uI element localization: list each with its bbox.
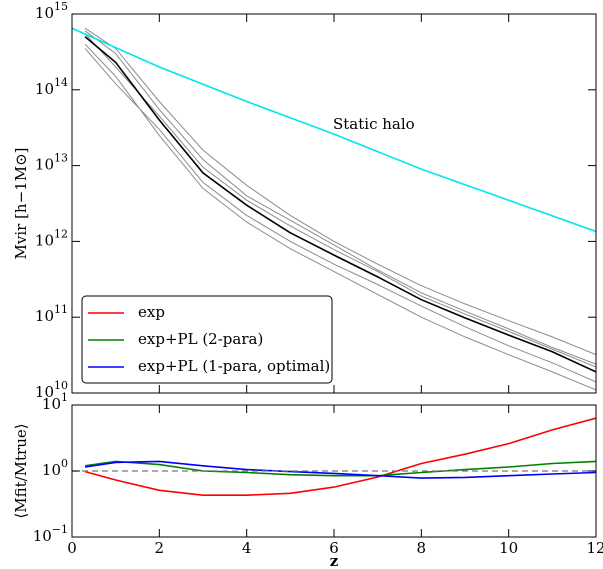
plot-area (72, 417, 596, 496)
fit-line (84, 417, 596, 496)
track-line (84, 36, 596, 373)
x-tick-label: 6 (329, 539, 339, 557)
legend-label: exp+PL (1-para, optimal) (138, 357, 330, 375)
y-tick-label: 100 (42, 457, 68, 479)
y-axis-label: ⟨Mfit/Mtrue⟩ (12, 423, 30, 518)
y-tick-label: 101 (42, 391, 68, 413)
y-tick-label: 1011 (35, 303, 68, 325)
x-tick-label: 12 (586, 539, 603, 557)
x-tick-label: 0 (67, 539, 77, 557)
annotation: Static halo (333, 115, 415, 133)
legend-label: exp+PL (2-para) (138, 330, 263, 348)
y-tick-label: 10−1 (33, 523, 68, 545)
track-line (84, 27, 596, 356)
plot-area (72, 27, 596, 391)
x-tick-label: 10 (499, 539, 518, 557)
fit-line (84, 460, 596, 479)
y-tick-label: 1010 (35, 379, 68, 401)
fit-line (84, 460, 596, 477)
track-line (84, 43, 596, 391)
legend-box (81, 295, 333, 384)
track-line (84, 48, 596, 383)
y-tick-label: 1015 (35, 0, 68, 22)
y-tick-label: 1013 (35, 152, 68, 174)
y-tick-label: 1014 (35, 76, 68, 98)
track-line (84, 33, 596, 368)
x-tick-label: 4 (242, 539, 252, 557)
x-tick-label: 8 (417, 539, 427, 557)
track-line (84, 30, 596, 365)
y-tick-label: 1012 (35, 227, 68, 249)
track-line (72, 27, 596, 233)
y-axis-label: Mvir [h−1M⊙] (12, 148, 30, 260)
x-axis-label: z (330, 552, 339, 569)
x-tick-label: 2 (155, 539, 165, 557)
legend-label: exp (138, 303, 165, 321)
